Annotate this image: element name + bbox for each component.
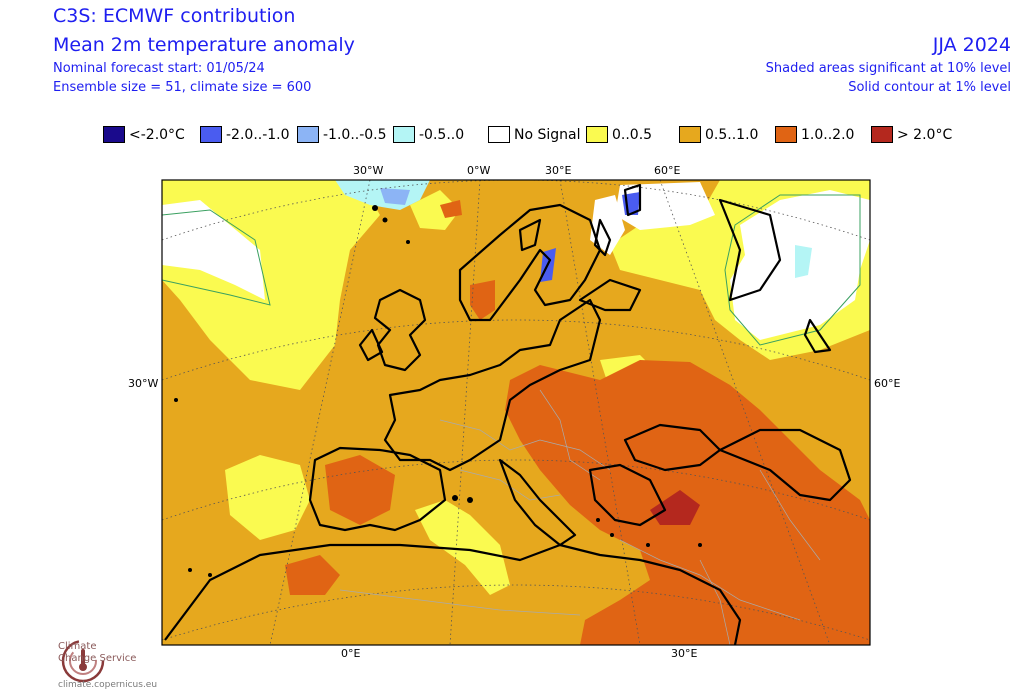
- field-anomaly-minus-0.5-0-east: [795, 245, 812, 278]
- copernicus-logo-icon: [61, 639, 105, 683]
- axis-label-top: 0°W: [467, 164, 491, 177]
- logo-name: Climate Change Service: [58, 641, 136, 665]
- legend-swatch: [393, 126, 415, 143]
- legend-label: > 2.0°C: [897, 126, 953, 143]
- legend-label: <-2.0°C: [129, 126, 185, 143]
- legend-item: No Signal: [488, 126, 581, 143]
- logo-name-line1: Climate: [58, 641, 97, 652]
- legend-item: 1.0..2.0: [775, 126, 854, 143]
- field-no-signal-north: [590, 195, 625, 255]
- ensemble-size-text: Ensemble size = 51, climate size = 600: [53, 80, 312, 95]
- axis-label-top: 30°W: [353, 164, 384, 177]
- field-no-signal-west: [162, 200, 265, 300]
- field-anomaly-1-2-north: [470, 280, 495, 320]
- field-anomaly-1-2-patch: [440, 200, 462, 218]
- axis-label-top: 60°E: [654, 164, 681, 177]
- legend-swatch: [297, 126, 319, 143]
- legend-label: -2.0..-1.0: [226, 126, 290, 143]
- legend-label: 0..0.5: [612, 126, 653, 143]
- significance-contour: [724, 194, 861, 346]
- forecast-start-text: Nominal forecast start: 01/05/24: [53, 61, 265, 76]
- legend-item: 0.5..1.0: [679, 126, 758, 143]
- coastlines: [164, 183, 852, 645]
- axis-label-bottom: 30°E: [671, 647, 698, 660]
- field-anomaly-1-2-south: [285, 555, 340, 595]
- field-anomaly-0-0.5-central: [415, 500, 510, 595]
- axis-label-left: 30°W: [128, 377, 159, 390]
- legend-swatch: [871, 126, 893, 143]
- field-anomaly-1-2-west: [325, 455, 395, 525]
- field-anomaly-above-2: [650, 490, 700, 525]
- legend-swatch: [775, 126, 797, 143]
- axis-label-top: 30°E: [545, 164, 572, 177]
- map-frame: [161, 179, 871, 646]
- legend-label: -0.5..0: [419, 126, 465, 143]
- legend-label: 1.0..2.0: [801, 126, 855, 143]
- logo-name-line2: Change Service: [58, 653, 137, 664]
- legend-swatch: [488, 126, 510, 143]
- legend-swatch: [586, 126, 608, 143]
- legend-swatch: [103, 126, 125, 143]
- legend-item: <-2.0°C: [103, 126, 185, 143]
- significance-1-note: Solid contour at 1% level: [848, 80, 1011, 95]
- legend-item: -2.0..-1.0: [200, 126, 290, 143]
- field-anomaly-0-0.5-north: [410, 190, 460, 230]
- legend-label: 0.5..1.0: [705, 126, 759, 143]
- legend-swatch: [200, 126, 222, 143]
- map-title: C3S: ECMWF contribution: [53, 5, 296, 27]
- country-borders: [339, 389, 821, 645]
- significance-contour: [162, 209, 271, 306]
- field-anomaly-minus-1-0.5: [380, 188, 410, 205]
- legend-item: -0.5..0: [393, 126, 464, 143]
- significance-10-note: Shaded areas significant at 10% level: [765, 61, 1011, 76]
- islands: [174, 205, 702, 577]
- legend-item: 0..0.5: [586, 126, 652, 143]
- legend-swatch: [679, 126, 701, 143]
- field-anomaly-0-0.5-subtropical: [225, 455, 310, 540]
- logo-url: climate.copernicus.eu: [58, 680, 158, 690]
- legend-label: No Signal: [514, 126, 581, 143]
- legend-label: -1.0..-0.5: [323, 126, 387, 143]
- axis-label-right: 60°E: [874, 377, 901, 390]
- legend-item: -1.0..-0.5: [297, 126, 387, 143]
- period-text: JJA 2024: [932, 34, 1011, 56]
- map-subtitle: Mean 2m temperature anomaly: [53, 34, 355, 56]
- legend-item: > 2.0°C: [871, 126, 952, 143]
- axis-label-bottom: 0°E: [341, 647, 361, 660]
